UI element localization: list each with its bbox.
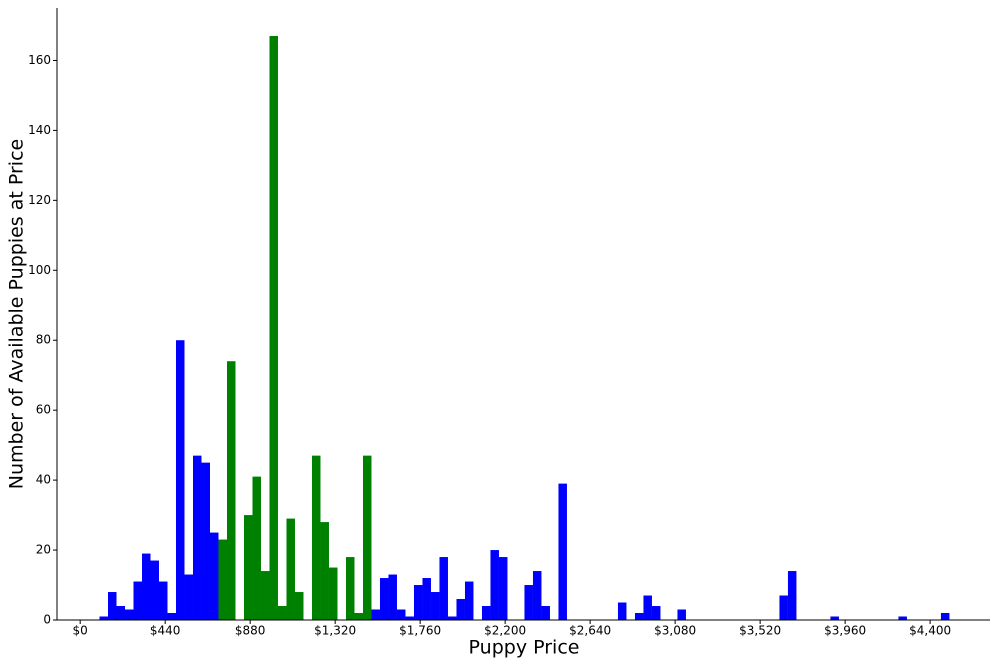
bar bbox=[328, 567, 338, 620]
bar bbox=[651, 606, 661, 620]
bar bbox=[294, 592, 304, 620]
y-tick-label: 80 bbox=[36, 333, 51, 347]
bar bbox=[269, 35, 278, 620]
bar bbox=[286, 518, 295, 620]
bar bbox=[456, 599, 465, 620]
bar bbox=[158, 581, 168, 620]
bar bbox=[192, 455, 202, 620]
bar bbox=[617, 602, 627, 620]
bar bbox=[277, 606, 287, 620]
bar bbox=[490, 550, 499, 620]
bar bbox=[150, 560, 159, 620]
y-tick-label: 160 bbox=[28, 53, 51, 67]
bar bbox=[634, 613, 644, 620]
bar bbox=[898, 616, 907, 620]
bar bbox=[541, 606, 550, 620]
x-axis-title: Puppy Price bbox=[469, 637, 580, 659]
bar bbox=[320, 522, 329, 620]
bar bbox=[532, 571, 542, 620]
x-tick-label: $0 bbox=[73, 624, 88, 638]
bar bbox=[422, 578, 431, 620]
bar bbox=[439, 557, 448, 620]
bar bbox=[388, 574, 397, 620]
y-tick-label: 0 bbox=[43, 613, 51, 627]
bar bbox=[447, 616, 457, 620]
bar bbox=[524, 585, 533, 620]
bar bbox=[371, 609, 380, 620]
bar bbox=[354, 613, 363, 620]
bar bbox=[413, 585, 423, 620]
bar bbox=[175, 340, 185, 620]
bar bbox=[311, 455, 321, 620]
bar bbox=[133, 581, 142, 620]
bar bbox=[99, 616, 108, 620]
y-tick-label: 60 bbox=[36, 403, 51, 417]
bar bbox=[167, 613, 176, 620]
bar bbox=[396, 609, 406, 620]
bar bbox=[481, 606, 491, 620]
bar bbox=[677, 609, 686, 620]
x-tick-label: $2,200 bbox=[484, 624, 526, 638]
bar bbox=[201, 462, 210, 620]
y-tick-label: 140 bbox=[28, 123, 51, 137]
x-tick-label: $880 bbox=[235, 624, 266, 638]
bar bbox=[252, 476, 261, 620]
bar bbox=[379, 578, 389, 620]
bar bbox=[243, 515, 253, 620]
x-tick-label: $2,640 bbox=[569, 624, 611, 638]
x-tick-label: $1,760 bbox=[399, 624, 441, 638]
x-tick-label: $3,080 bbox=[654, 624, 696, 638]
bar bbox=[184, 574, 193, 620]
bar bbox=[643, 595, 652, 620]
bar bbox=[405, 616, 414, 620]
y-tick-label: 100 bbox=[28, 263, 51, 277]
y-tick-label: 120 bbox=[28, 193, 51, 207]
x-tick-label: $3,520 bbox=[739, 624, 781, 638]
bar bbox=[209, 532, 219, 620]
x-tick-label: $440 bbox=[150, 624, 181, 638]
bar bbox=[345, 557, 355, 620]
bar bbox=[226, 361, 236, 620]
bar bbox=[940, 613, 950, 620]
bar bbox=[362, 455, 372, 620]
y-axis-title: Number of Available Puppies at Price bbox=[6, 139, 28, 489]
bar bbox=[558, 483, 567, 620]
bar bbox=[464, 581, 474, 620]
x-tick-label: $3,960 bbox=[824, 624, 866, 638]
bar bbox=[116, 606, 125, 620]
bar bbox=[498, 557, 508, 620]
bar bbox=[107, 592, 117, 620]
bar bbox=[218, 539, 227, 620]
bar bbox=[141, 553, 151, 620]
bar bbox=[430, 592, 440, 620]
y-tick-label: 40 bbox=[36, 473, 51, 487]
bar bbox=[124, 609, 134, 620]
bar bbox=[260, 571, 270, 620]
x-tick-label: $1,320 bbox=[314, 624, 356, 638]
x-tick-label: $4,400 bbox=[909, 624, 951, 638]
bar bbox=[779, 595, 788, 620]
bar bbox=[787, 571, 797, 620]
y-tick-label: 20 bbox=[36, 543, 51, 557]
bar bbox=[830, 616, 839, 620]
